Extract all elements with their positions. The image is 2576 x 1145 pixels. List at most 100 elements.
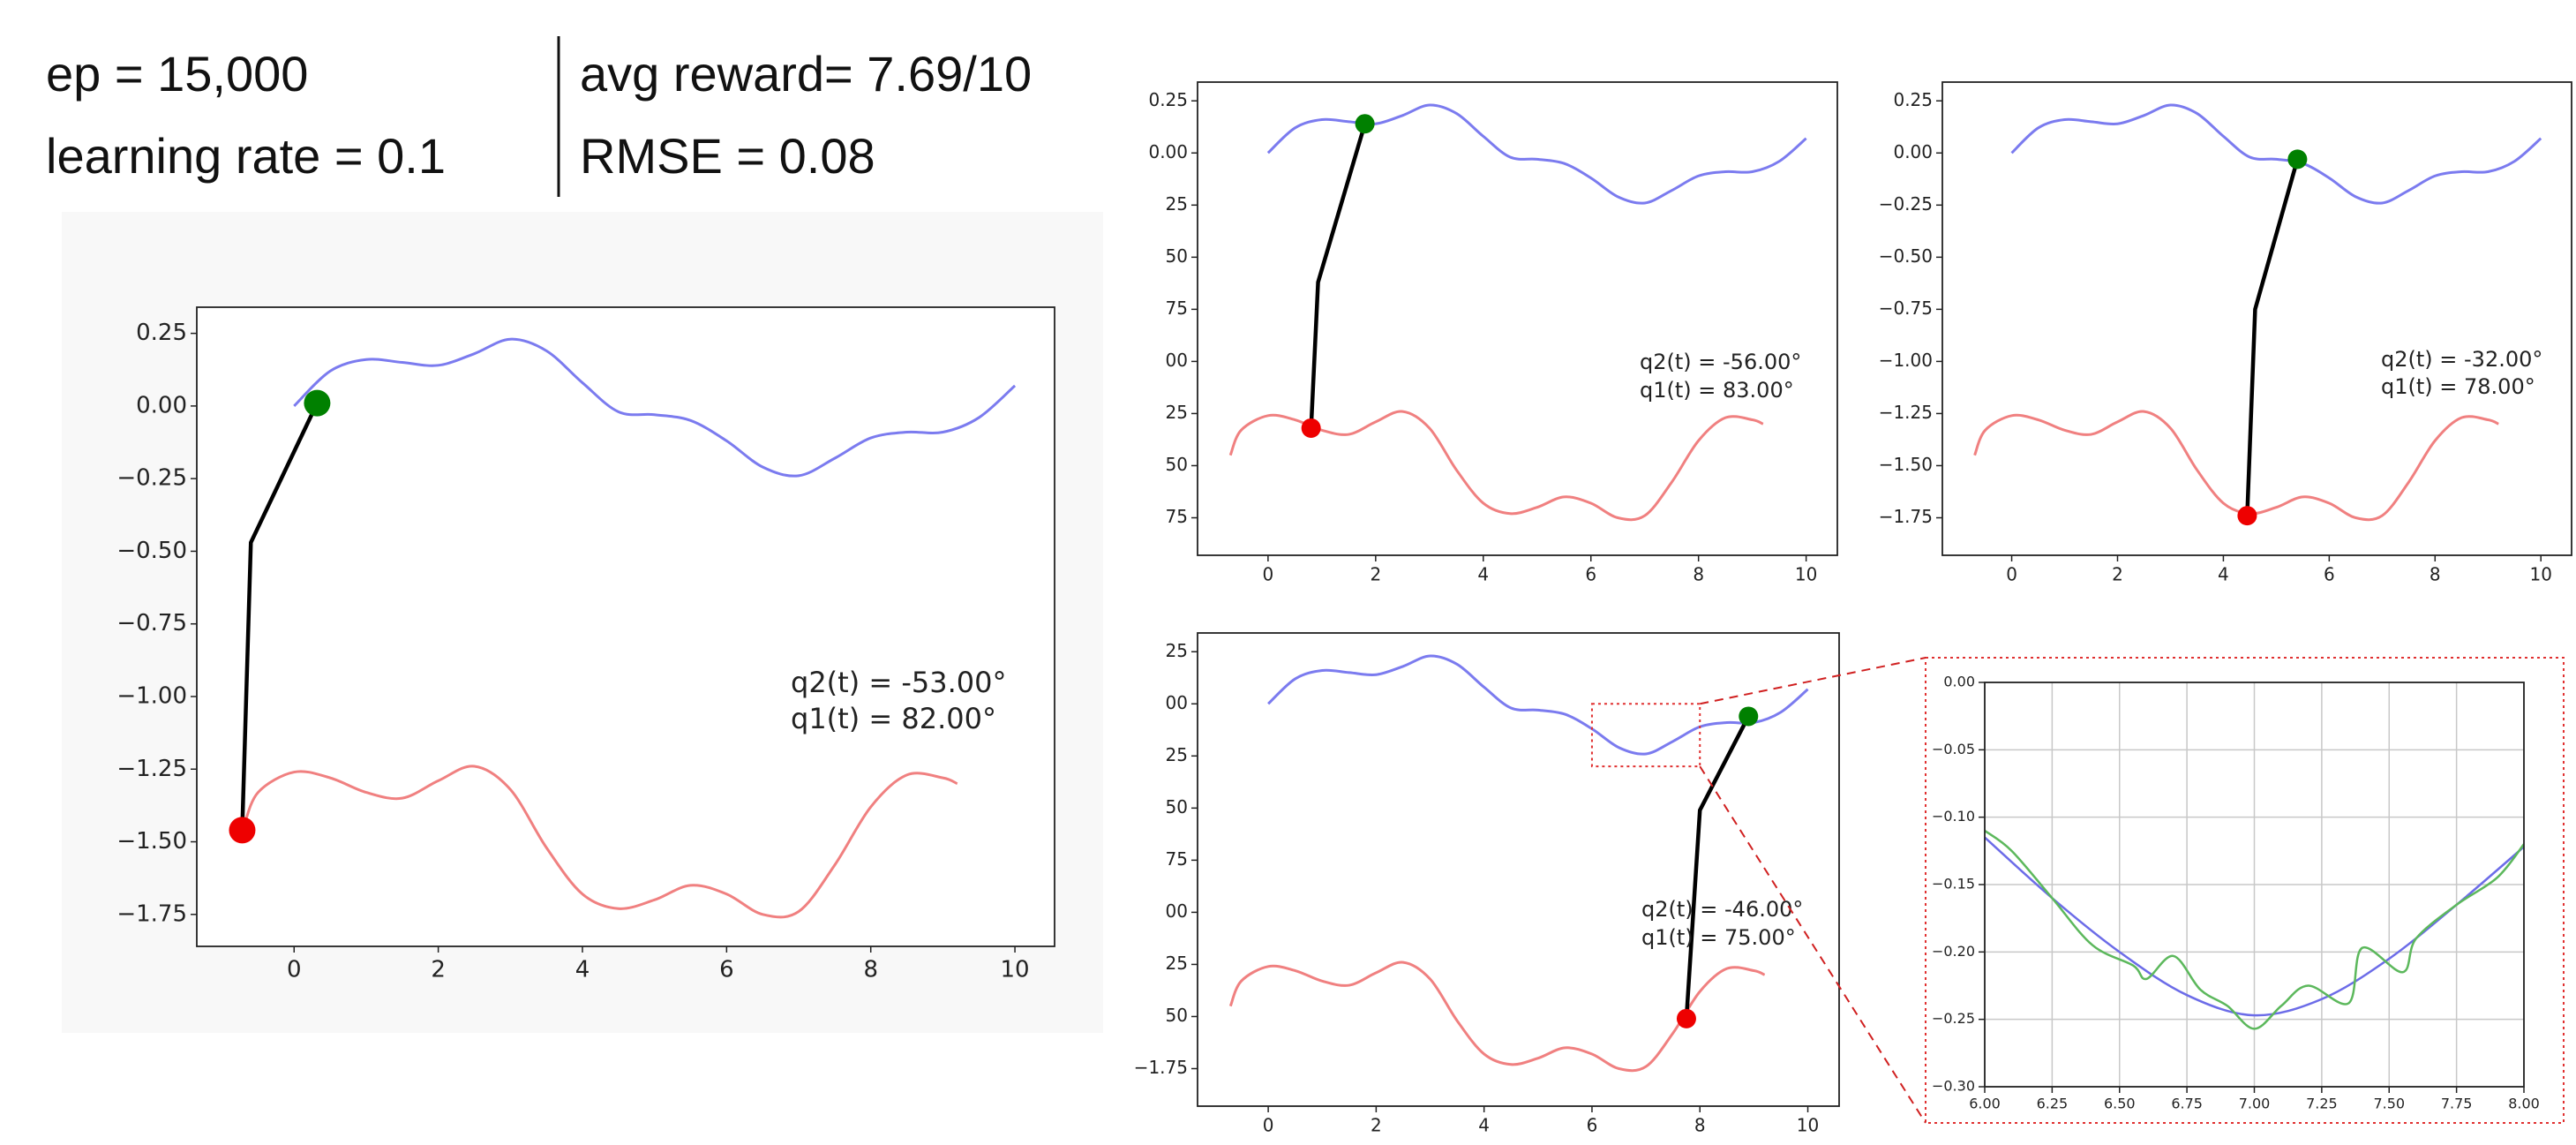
y-tick-label: −0.30 — [1932, 1078, 1975, 1095]
arm-base — [1301, 418, 1321, 438]
y-tick-label: −1.00 — [116, 682, 187, 709]
y-tick-label: 75 — [1166, 848, 1188, 870]
arm-base — [2237, 506, 2257, 526]
y-tick-label: −0.10 — [1932, 808, 1975, 825]
zoom-connector — [1700, 657, 1926, 705]
y-tick-label: −0.75 — [1879, 298, 1933, 319]
series-line — [1985, 829, 2524, 1030]
x-tick-label: 2 — [431, 957, 446, 983]
y-tick-label: −1.25 — [116, 756, 187, 782]
x-tick-label: 6 — [719, 957, 734, 983]
x-tick-label: 2 — [2112, 564, 2123, 585]
episodes: ep = 15,000 — [46, 46, 308, 102]
end-effector — [304, 389, 331, 417]
x-tick-label: 10 — [1001, 957, 1030, 983]
joint-angle: q2(t) = -56.00° — [1640, 350, 1801, 374]
y-tick-label: 0.00 — [1893, 141, 1933, 162]
x-tick-label: 10 — [2529, 564, 2551, 585]
y-tick-label: −1.75 — [116, 900, 187, 927]
joint-angle: q2(t) = -46.00° — [1641, 897, 1803, 922]
y-tick-label: 00 — [1166, 900, 1188, 922]
x-tick-label: 8 — [1694, 1115, 1706, 1136]
y-tick-label: −1.50 — [116, 828, 187, 855]
x-tick-label: 6.75 — [2171, 1096, 2203, 1112]
x-tick-label: 2 — [1370, 564, 1381, 585]
x-tick-label: 7.75 — [2441, 1096, 2473, 1112]
series-line — [293, 337, 1017, 478]
arm-base — [1676, 1008, 1696, 1028]
x-tick-label: 4 — [1477, 564, 1489, 585]
x-tick-label: 10 — [1797, 1115, 1819, 1136]
joint-angle: q2(t) = -32.00° — [2381, 347, 2542, 372]
joint-angle: q2(t) = -53.00° — [791, 666, 1007, 699]
y-tick-label: −0.75 — [116, 610, 187, 637]
joint-angle: q1(t) = 75.00° — [1641, 925, 1796, 950]
x-tick-label: 6.50 — [2104, 1096, 2136, 1112]
plot-area — [1942, 82, 2572, 555]
y-tick-label: −0.20 — [1932, 943, 1975, 960]
arm-link — [240, 402, 319, 831]
y-tick-label: 0.00 — [1148, 141, 1188, 162]
y-tick-label: 50 — [1166, 245, 1188, 267]
x-tick-label: 8.00 — [2508, 1096, 2540, 1112]
x-tick-label: 4 — [1478, 1115, 1490, 1136]
end-effector — [1739, 706, 1759, 727]
y-tick-label: 25 — [1166, 744, 1188, 765]
x-tick-label: 0 — [287, 957, 302, 983]
zoom-connector — [1699, 765, 1926, 1124]
x-tick-label: 7.50 — [2373, 1096, 2405, 1112]
y-tick-label: 25 — [1166, 953, 1188, 974]
y-tick-label: −0.15 — [1932, 876, 1975, 893]
y-tick-label: 00 — [1166, 692, 1188, 713]
y-tick-label: −1.50 — [1879, 454, 1933, 475]
learning-rate: learning rate = 0.1 — [46, 128, 446, 184]
arm-base — [229, 817, 256, 844]
axes-frame — [1984, 682, 2525, 1088]
zoom-region — [1590, 703, 1701, 768]
y-tick-label: −0.50 — [116, 538, 187, 564]
series-line — [1267, 654, 1809, 756]
x-tick-label: 6.25 — [2037, 1096, 2069, 1112]
y-tick-label: −1.00 — [1879, 350, 1933, 371]
y-tick-label: 75 — [1166, 298, 1188, 319]
x-tick-label: 8 — [2430, 564, 2441, 585]
avg-reward: avg reward= 7.69/10 — [580, 46, 1032, 102]
y-tick-label: −0.05 — [1932, 741, 1975, 757]
x-tick-label: 0 — [2006, 564, 2017, 585]
joint-angle: q1(t) = 82.00° — [791, 702, 996, 735]
end-effector — [1355, 114, 1375, 134]
x-tick-label: 7.25 — [2306, 1096, 2338, 1112]
y-tick-label: −1.75 — [1134, 1057, 1188, 1078]
x-tick-label: 2 — [1371, 1115, 1382, 1136]
series-line — [2010, 103, 2542, 205]
y-tick-label: 0.25 — [1148, 89, 1188, 110]
axes-frame — [196, 306, 1055, 947]
y-tick-label: −0.25 — [1879, 193, 1933, 215]
y-tick-label: 25 — [1166, 193, 1188, 215]
x-tick-label: 10 — [1795, 564, 1817, 585]
y-tick-label: 0.00 — [1943, 674, 1975, 690]
x-tick-label: 4 — [2218, 564, 2229, 585]
y-tick-label: 0.25 — [136, 320, 187, 346]
x-tick-label: 6.00 — [1969, 1096, 2001, 1112]
y-tick-label: 25 — [1166, 402, 1188, 423]
x-tick-label: 0 — [1263, 564, 1274, 585]
x-tick-label: 4 — [575, 957, 590, 983]
y-tick-label: 50 — [1166, 1005, 1188, 1026]
x-tick-label: 8 — [863, 957, 878, 983]
joint-angle: q1(t) = 78.00° — [2381, 374, 2535, 399]
y-tick-label: 0.00 — [136, 392, 187, 418]
series-line — [242, 765, 958, 919]
y-tick-label: 00 — [1166, 350, 1188, 371]
y-tick-label: −0.25 — [116, 465, 187, 492]
axes-frame — [1197, 81, 1838, 556]
x-tick-label: 6 — [2324, 564, 2335, 585]
series-line — [1973, 410, 2499, 522]
arm-link — [1684, 715, 1751, 1019]
x-tick-label: 7.00 — [2239, 1096, 2271, 1112]
joint-angle: q1(t) = 83.00° — [1640, 378, 1794, 403]
y-tick-label: −1.25 — [1879, 402, 1933, 423]
plot-area — [1198, 633, 1839, 1106]
arm-link — [2245, 158, 2300, 516]
